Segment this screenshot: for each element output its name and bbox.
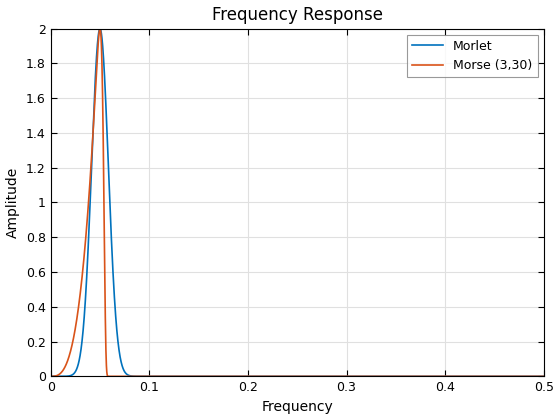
Morse (3,30) xyxy=(97,26,104,31)
Legend: Morlet, Morse (3,30): Morlet, Morse (3,30) xyxy=(407,35,538,77)
Morlet xyxy=(97,26,104,31)
Morse (3,30) xyxy=(47,374,54,379)
Morse (3,30) xyxy=(343,374,350,379)
Title: Frequency Response: Frequency Response xyxy=(212,6,382,24)
Morse (3,30) xyxy=(236,374,242,379)
Morlet xyxy=(416,374,422,379)
X-axis label: Frequency: Frequency xyxy=(262,400,333,414)
Morlet xyxy=(47,374,54,379)
Morlet xyxy=(540,374,547,379)
Morlet xyxy=(137,374,144,379)
Morlet xyxy=(343,374,350,379)
Morlet xyxy=(453,374,460,379)
Morlet xyxy=(420,374,427,379)
Morse (3,30) xyxy=(453,374,460,379)
Y-axis label: Amplitude: Amplitude xyxy=(6,167,20,238)
Morse (3,30) xyxy=(368,374,375,379)
Morlet xyxy=(368,374,375,379)
Line: Morlet: Morlet xyxy=(50,29,544,376)
Line: Morse (3,30): Morse (3,30) xyxy=(50,29,544,376)
Morse (3,30) xyxy=(416,374,422,379)
Morlet xyxy=(236,374,242,379)
Morse (3,30) xyxy=(540,374,547,379)
Morse (3,30) xyxy=(137,374,144,379)
